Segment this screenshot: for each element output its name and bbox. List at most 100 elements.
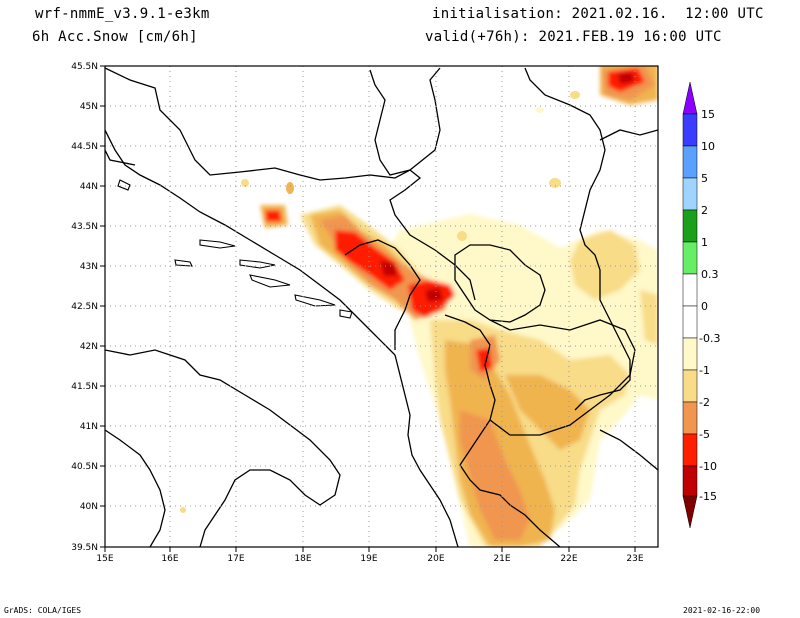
- albania-coast: [394, 354, 459, 547]
- lat-tick-label: 45.5N: [71, 62, 98, 72]
- lon-tick-label: 20E: [427, 554, 444, 564]
- greece-coast: [459, 464, 561, 547]
- snow-patches: [180, 91, 580, 513]
- lat-tick-label: 44.5N: [71, 142, 98, 152]
- lat-tick-label: 40.5N: [71, 462, 98, 472]
- colorbar-label: 5: [701, 172, 708, 185]
- colorbar-label: 2: [701, 204, 708, 217]
- lat-tick-label: 41N: [80, 422, 98, 432]
- macedonia-greece-border: [489, 319, 636, 436]
- snow-patch: [286, 182, 294, 194]
- colorbar-swatch: [682, 369, 698, 403]
- island: [239, 259, 276, 269]
- snow-area-red: [265, 210, 282, 222]
- colorbar-label: -2: [699, 396, 710, 409]
- bulgaria-border: [524, 67, 631, 411]
- snow-patch: [536, 107, 544, 113]
- lon-tick-label: 16E: [161, 554, 178, 564]
- snow-patch: [180, 507, 186, 513]
- lat-tick-label: 45N: [80, 102, 98, 112]
- lon-tick-label: 21E: [493, 554, 510, 564]
- snow-patch: [457, 231, 467, 241]
- island: [339, 309, 353, 319]
- snow-area-mid: [445, 340, 555, 547]
- model-title: wrf-nmmE_v3.9.1-e3km: [35, 6, 210, 22]
- snow-patch: [241, 179, 249, 187]
- lat-tick-label: 41.5N: [71, 382, 98, 392]
- lat-tick-label: 42N: [80, 342, 98, 352]
- island: [294, 294, 336, 307]
- field-title: 6h Acc.Snow [cm/6h]: [32, 29, 198, 45]
- lon-tick-label: 19E: [360, 554, 377, 564]
- grid: [105, 66, 658, 547]
- lat-tick-label: 43N: [80, 262, 98, 272]
- lon-tick-labels: 15E 16E 17E 18E 19E 20E 21E 22E 23E: [96, 554, 643, 564]
- lat-tick-label: 42.5N: [71, 302, 98, 312]
- colorbar-label: 0.3: [701, 268, 719, 281]
- lat-tick-label: 40N: [80, 502, 98, 512]
- colorbar-label: 1: [701, 236, 708, 249]
- italy-coast: [105, 349, 341, 547]
- snow-area-orange: [460, 410, 530, 540]
- coastlines: [105, 67, 658, 547]
- italy-coast-inner: [105, 429, 166, 547]
- albania-macedonia-border: [444, 314, 496, 466]
- colorbar-label: 15: [701, 108, 715, 121]
- island: [199, 239, 236, 249]
- snow-patch: [570, 91, 580, 99]
- lon-tick-label: 18E: [294, 554, 311, 564]
- snow-area-lightest: [420, 250, 620, 330]
- colorbar-swatch: [682, 145, 698, 179]
- colorbar-swatch: [682, 209, 698, 243]
- montenegro-albania-border: [344, 239, 421, 350]
- colorbar: [682, 81, 698, 529]
- lat-tick-label: 44N: [80, 182, 98, 192]
- lon-tick-label: 22E: [560, 554, 577, 564]
- lon-tick-label: 23E: [626, 554, 643, 564]
- lat-tick-label: 43.5N: [71, 222, 98, 232]
- snow-area-light: [640, 290, 658, 345]
- snow-area-darkred: [380, 260, 397, 276]
- colorbar-label: -10: [699, 460, 717, 473]
- footer-timestamp: 2021-02-16-22:00: [683, 606, 761, 615]
- lon-tick-label: 15E: [96, 554, 113, 564]
- snow-area-darkred: [425, 288, 443, 302]
- snow-field: [180, 66, 658, 547]
- colorbar-label: -0.3: [699, 332, 720, 345]
- colorbar-swatch: [682, 177, 698, 211]
- lat-tick-label: 39.5N: [71, 543, 98, 553]
- colorbar-swatch: [682, 241, 698, 275]
- kosovo-border: [454, 244, 546, 323]
- colorbar-bottom-arrow: [682, 495, 698, 529]
- colorbar-label: -1: [699, 364, 710, 377]
- footer-credit: GrADS: COLA/IGES: [4, 606, 82, 615]
- snow-patch: [549, 178, 561, 188]
- colorbar-swatch: [682, 465, 698, 497]
- serbia-romania-border: [369, 67, 441, 176]
- colorbar-top-arrow: [682, 81, 698, 115]
- colorbar-label: -15: [699, 490, 717, 503]
- colorbar-swatch: [682, 433, 698, 467]
- ticks: [100, 65, 636, 552]
- colorbar-swatch: [682, 305, 698, 339]
- valid-time: valid(+76h): 2021.FEB.19 16:00 UTC: [425, 29, 722, 45]
- balkan-border-north: [105, 67, 476, 301]
- init-time: initialisation: 2021.02.16. 12:00 UTC: [432, 6, 764, 22]
- turkey-border: [599, 429, 658, 471]
- colorbar-swatch: [682, 113, 698, 147]
- island: [249, 274, 291, 288]
- bulgaria-danube: [599, 129, 658, 141]
- snow-area-darkred: [618, 72, 634, 84]
- colorbar-label: -5: [699, 428, 710, 441]
- istria-coast: [105, 149, 136, 166]
- island: [117, 179, 131, 191]
- colorbar-label: 0: [701, 300, 708, 313]
- croatia-coast: [105, 129, 396, 356]
- colorbar-label: 10: [701, 140, 715, 153]
- island: [174, 259, 193, 267]
- colorbar-swatch: [682, 273, 698, 307]
- colorbar-swatch: [682, 401, 698, 435]
- lat-tick-labels: 39.5N 40N 40.5N 41N 41.5N 42N 42.5N 43N …: [71, 62, 98, 553]
- islands: [117, 179, 353, 319]
